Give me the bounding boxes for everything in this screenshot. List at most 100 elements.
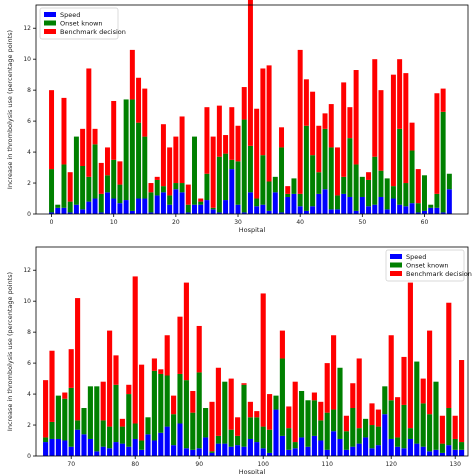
bar-segment-onset-known (241, 384, 247, 447)
legend-label: Speed (406, 253, 426, 261)
bar-segment-onset-known (154, 179, 160, 196)
legend-swatch (390, 262, 402, 268)
bar-segment-speed (241, 446, 247, 456)
bar-segment-speed (158, 432, 164, 456)
bar-segment-speed (151, 440, 157, 456)
bar-segment-speed (136, 198, 142, 214)
bar-segment-benchmark-decision (318, 401, 324, 421)
bar-segment-speed (353, 210, 359, 214)
bar-segment-onset-known (407, 428, 413, 439)
bar-segment-benchmark-decision (151, 358, 157, 371)
bar-segment-benchmark-decision (171, 395, 177, 415)
bar-segment-onset-known (92, 144, 98, 199)
bar-segment-benchmark-decision (229, 107, 235, 160)
bar-segment-speed (343, 449, 349, 456)
bar-segment-onset-known (215, 435, 221, 444)
bar-segment-benchmark-decision (92, 128, 98, 145)
bar-segment-speed (267, 452, 273, 456)
bar-segment-benchmark-decision (185, 184, 191, 205)
bar-segment-onset-known (341, 176, 347, 194)
bar-segment-speed (164, 426, 170, 456)
bar-segment-benchmark-decision (285, 186, 291, 194)
x-tick-label: 50 (359, 219, 367, 226)
bar-segment-benchmark-decision (372, 59, 378, 157)
bar-segment-speed (420, 446, 426, 456)
bar-segment-speed (210, 209, 216, 214)
bar-segment-benchmark-decision (266, 65, 272, 182)
bar-segment-speed (459, 449, 465, 456)
bar-segment-onset-known (204, 173, 210, 201)
bar-segment-onset-known (337, 367, 343, 439)
bar-segment-onset-known (247, 145, 253, 193)
bar-segment-onset-known (291, 178, 297, 194)
bar-segment-speed (148, 212, 154, 214)
bar-segment-benchmark-decision (254, 411, 260, 418)
bar-segment-benchmark-decision (286, 406, 292, 429)
bar-segment-speed (286, 449, 292, 456)
bar-segment-speed (433, 449, 439, 456)
legend-swatch (390, 271, 402, 276)
bar-segment-onset-known (459, 442, 465, 450)
bar-segment-onset-known (395, 437, 401, 447)
bar-segment-benchmark-decision (179, 116, 185, 184)
y-tick-label: 4 (27, 149, 31, 156)
bar-segment-benchmark-decision (420, 378, 426, 404)
bar-segment-onset-known (254, 198, 260, 207)
bar-segment-onset-known (145, 417, 151, 435)
bar-segment-speed (291, 193, 297, 214)
bar-segment-onset-known (366, 179, 372, 207)
bar-segment-benchmark-decision (401, 356, 407, 405)
bar-segment-speed (260, 448, 266, 456)
bar-segment-speed (171, 445, 177, 456)
bar-segment-speed (235, 204, 241, 214)
bar-segment-speed (384, 209, 390, 214)
bar-segment-benchmark-decision (119, 418, 125, 427)
bar-segment-benchmark-decision (167, 147, 173, 196)
bar-segment-onset-known (75, 420, 81, 430)
bar-segment-onset-known (401, 404, 407, 449)
bar-segment-onset-known (173, 183, 179, 190)
x-axis-title: Hospital (239, 226, 266, 234)
bar-segment-speed (92, 198, 98, 214)
bar-segment-speed (439, 452, 445, 456)
bar-segment-speed (446, 445, 452, 456)
bar-segment-benchmark-decision (215, 367, 221, 436)
x-tick-label: 120 (385, 461, 397, 468)
bar-segment-speed (407, 438, 413, 456)
bar-segment-benchmark-decision (247, 0, 253, 146)
bar-segment-onset-known (210, 207, 216, 210)
bar-segment-onset-known (198, 201, 204, 205)
bar-segment-benchmark-decision (107, 330, 113, 427)
bar-segment-speed (49, 438, 55, 456)
bar-segment-speed (311, 435, 317, 456)
bar-segment-benchmark-decision (247, 401, 253, 418)
bar-segment-onset-known (113, 384, 119, 443)
bar-segment-onset-known (142, 136, 148, 199)
bar-segment-onset-known (98, 193, 104, 213)
bar-segment-onset-known (428, 204, 434, 208)
bar-segment-onset-known (375, 426, 381, 446)
bar-segment-benchmark-decision (117, 161, 123, 185)
bar-segment-speed (279, 212, 285, 214)
bar-segment-onset-known (285, 193, 291, 197)
bar-segment-onset-known (222, 381, 228, 444)
y-tick-label: 8 (27, 329, 31, 336)
bar-segment-benchmark-decision (375, 409, 381, 427)
bar-segment-speed (223, 200, 229, 214)
bar-segment-benchmark-decision (204, 107, 210, 174)
bar-segment-onset-known (111, 159, 117, 199)
bar-segment-speed (279, 435, 285, 456)
x-tick-label: 90 (195, 461, 203, 468)
bar-segment-onset-known (372, 156, 378, 205)
bar-segment-onset-known (192, 136, 197, 205)
bar-segment-onset-known (160, 186, 166, 193)
bar-segment-benchmark-decision (334, 147, 340, 196)
bar-segment-benchmark-decision (100, 381, 106, 421)
bar-segment-benchmark-decision (324, 363, 330, 413)
bar-segment-onset-known (279, 358, 285, 436)
bar-segment-onset-known (297, 193, 303, 207)
bar-segment-speed (222, 443, 228, 456)
bar-segment-speed (203, 437, 209, 456)
bar-segment-onset-known (117, 184, 123, 204)
